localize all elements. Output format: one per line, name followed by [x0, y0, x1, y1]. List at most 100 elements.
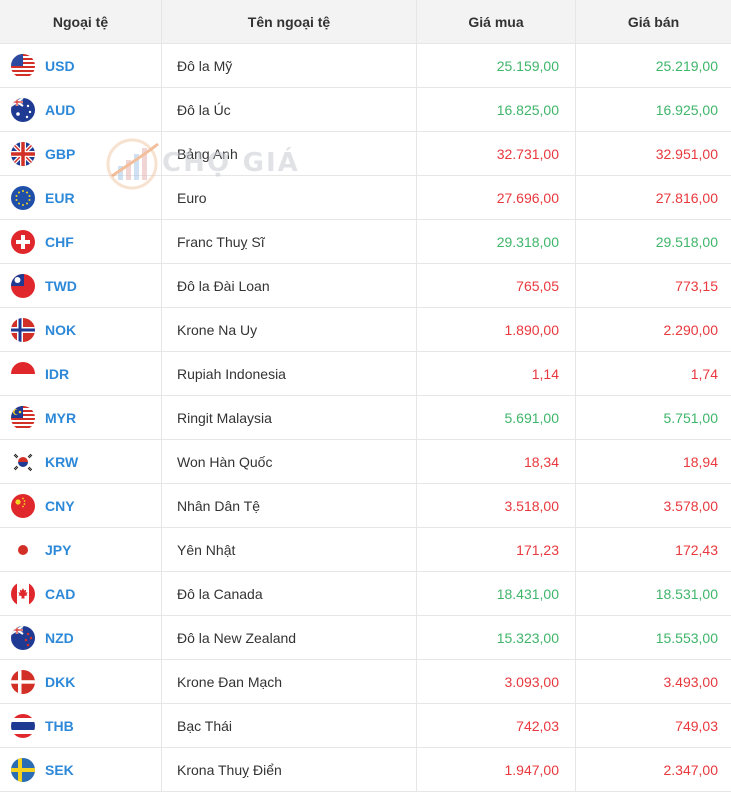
currency-code-cell: NZD [0, 616, 162, 659]
table-row[interactable]: NZD Đô la New Zealand 15.323,00 15.553,00 [0, 616, 731, 660]
table-row[interactable]: IDR Rupiah Indonesia 1,14 1,74 [0, 352, 731, 396]
gb-flag-icon [11, 141, 35, 166]
currency-name: Franc Thuỵ Sĩ [162, 220, 417, 263]
sell-price: 32.951,00 [655, 145, 718, 162]
currency-code[interactable]: AUD [45, 101, 76, 118]
currency-name: Rupiah Indonesia [162, 352, 417, 395]
currency-code[interactable]: IDR [45, 365, 70, 382]
currency-code-cell: GBP [0, 132, 162, 175]
currency-code[interactable]: NOK [45, 321, 77, 338]
sell-price: 16.925,00 [655, 101, 718, 118]
sell-price: 15.553,00 [655, 629, 718, 646]
currency-code[interactable]: GBP [45, 145, 76, 162]
ch-flag-icon [11, 229, 35, 254]
currency-code-cell: EUR [0, 176, 162, 219]
buy-price: 3.093,00 [417, 660, 576, 703]
sell-price: 3.578,00 [663, 497, 719, 514]
buy-price: 171,23 [417, 528, 576, 571]
table-row[interactable]: USD Đô la Mỹ 25.159,00 25.219,00 [0, 44, 731, 88]
table-row[interactable]: MYR Ringit Malaysia 5.691,00 5.751,00 [0, 396, 731, 440]
currency-code-cell: THB [0, 704, 162, 747]
currency-code-cell: AUD [0, 88, 162, 131]
sell-price: 18,94 [682, 453, 718, 470]
table-row[interactable]: NOK Krone Na Uy 1.890,00 2.290,00 [0, 308, 731, 352]
table-row[interactable]: CHF Franc Thuỵ Sĩ 29.318,00 29.518,00 [0, 220, 731, 264]
currency-name: Đô la New Zealand [162, 616, 417, 659]
currency-code[interactable]: DKK [45, 673, 76, 690]
buy-price: 765,05 [417, 264, 576, 307]
dk-flag-icon [11, 669, 35, 694]
currency-code[interactable]: USD [45, 57, 75, 74]
sell-price: 3.493,00 [663, 673, 719, 690]
sell-price: 2.290,00 [663, 321, 719, 338]
currency-code-cell: DKK [0, 660, 162, 703]
buy-price: 1.947,00 [417, 748, 576, 791]
currency-name: Bảng Anh [162, 132, 417, 175]
buy-price: 16.825,00 [417, 88, 576, 131]
eu-flag-icon [11, 185, 35, 210]
sell-price: 1,74 [690, 365, 718, 382]
table-body: USD Đô la Mỹ 25.159,00 25.219,00 AUD Đô la Úc… [0, 44, 731, 792]
currency-code-cell: MYR [0, 396, 162, 439]
currency-name: Nhân Dân Tệ [162, 484, 417, 527]
currency-name: Đô la Úc [162, 88, 417, 131]
header-code[interactable]: Ngoại tệ [0, 0, 162, 43]
table-row[interactable]: DKK Krone Đan Mạch 3.093,00 3.493,00 [0, 660, 731, 704]
currency-code[interactable]: KRW [45, 453, 79, 470]
buy-price: 25.159,00 [417, 44, 576, 87]
table-row[interactable]: SEK Krona Thuỵ Điển 1.947,00 2.347,00 [0, 748, 731, 792]
currency-code[interactable]: NZD [45, 629, 74, 646]
currency-code-cell: CHF [0, 220, 162, 263]
currency-code-cell: CAD [0, 572, 162, 615]
kr-flag-icon [11, 449, 35, 474]
table-row[interactable]: CAD Đô la Canada 18.431,00 18.531,00 [0, 572, 731, 616]
buy-price: 742,03 [417, 704, 576, 747]
table-row[interactable]: JPY Yên Nhật 171,23 172,43 [0, 528, 731, 572]
currency-name: Euro [162, 176, 417, 219]
buy-price: 18,34 [417, 440, 576, 483]
table-row[interactable]: CNY Nhân Dân Tệ 3.518,00 3.578,00 [0, 484, 731, 528]
buy-price: 32.731,00 [417, 132, 576, 175]
table-row[interactable]: EUR Euro 27.696,00 27.816,00 [0, 176, 731, 220]
currency-code[interactable]: SEK [45, 761, 74, 778]
currency-code[interactable]: CNY [45, 497, 75, 514]
buy-price: 3.518,00 [417, 484, 576, 527]
table-row[interactable]: AUD Đô la Úc 16.825,00 16.925,00 [0, 88, 731, 132]
currency-code[interactable]: CHF [45, 233, 74, 250]
th-flag-icon [11, 713, 35, 738]
currency-code[interactable]: CAD [45, 585, 76, 602]
currency-code[interactable]: THB [45, 717, 74, 734]
no-flag-icon [11, 317, 35, 342]
currency-name: Ringit Malaysia [162, 396, 417, 439]
currency-code[interactable]: JPY [45, 541, 72, 558]
tw-flag-icon [11, 273, 35, 298]
table-row[interactable]: KRW Won Hàn Quốc 18,34 18,94 [0, 440, 731, 484]
currency-code[interactable]: EUR [45, 189, 75, 206]
currency-name: Đô la Canada [162, 572, 417, 615]
table-row[interactable]: THB Bạc Thái 742,03 749,03 [0, 704, 731, 748]
table-row[interactable]: GBP Bảng Anh 32.731,00 32.951,00 [0, 132, 731, 176]
table-row[interactable]: TWD Đô la Đài Loan 765,05 773,15 [0, 264, 731, 308]
currency-code-cell: KRW [0, 440, 162, 483]
currency-code-cell: NOK [0, 308, 162, 351]
header-name[interactable]: Tên ngoại tệ [162, 0, 417, 43]
header-buy[interactable]: Giá mua [417, 0, 576, 43]
ca-flag-icon [11, 581, 35, 606]
header-sell[interactable]: Giá bán [627, 13, 680, 30]
currency-name: Đô la Đài Loan [162, 264, 417, 307]
currency-code[interactable]: TWD [45, 277, 77, 294]
buy-price: 15.323,00 [417, 616, 576, 659]
au-flag-icon [11, 97, 35, 122]
currency-name: Yên Nhật [162, 528, 417, 571]
currency-name: Krona Thuỵ Điển [162, 748, 417, 791]
table-header: Ngoại tệ Tên ngoại tệ Giá mua Giá bán [0, 0, 731, 44]
buy-price: 29.318,00 [417, 220, 576, 263]
currency-code-cell: CNY [0, 484, 162, 527]
sell-price: 18.531,00 [655, 585, 718, 602]
currency-code[interactable]: MYR [45, 409, 77, 426]
sell-price: 2.347,00 [663, 761, 719, 778]
us-flag-icon [11, 53, 35, 78]
nz-flag-icon [11, 625, 35, 650]
sell-price: 172,43 [675, 541, 718, 558]
